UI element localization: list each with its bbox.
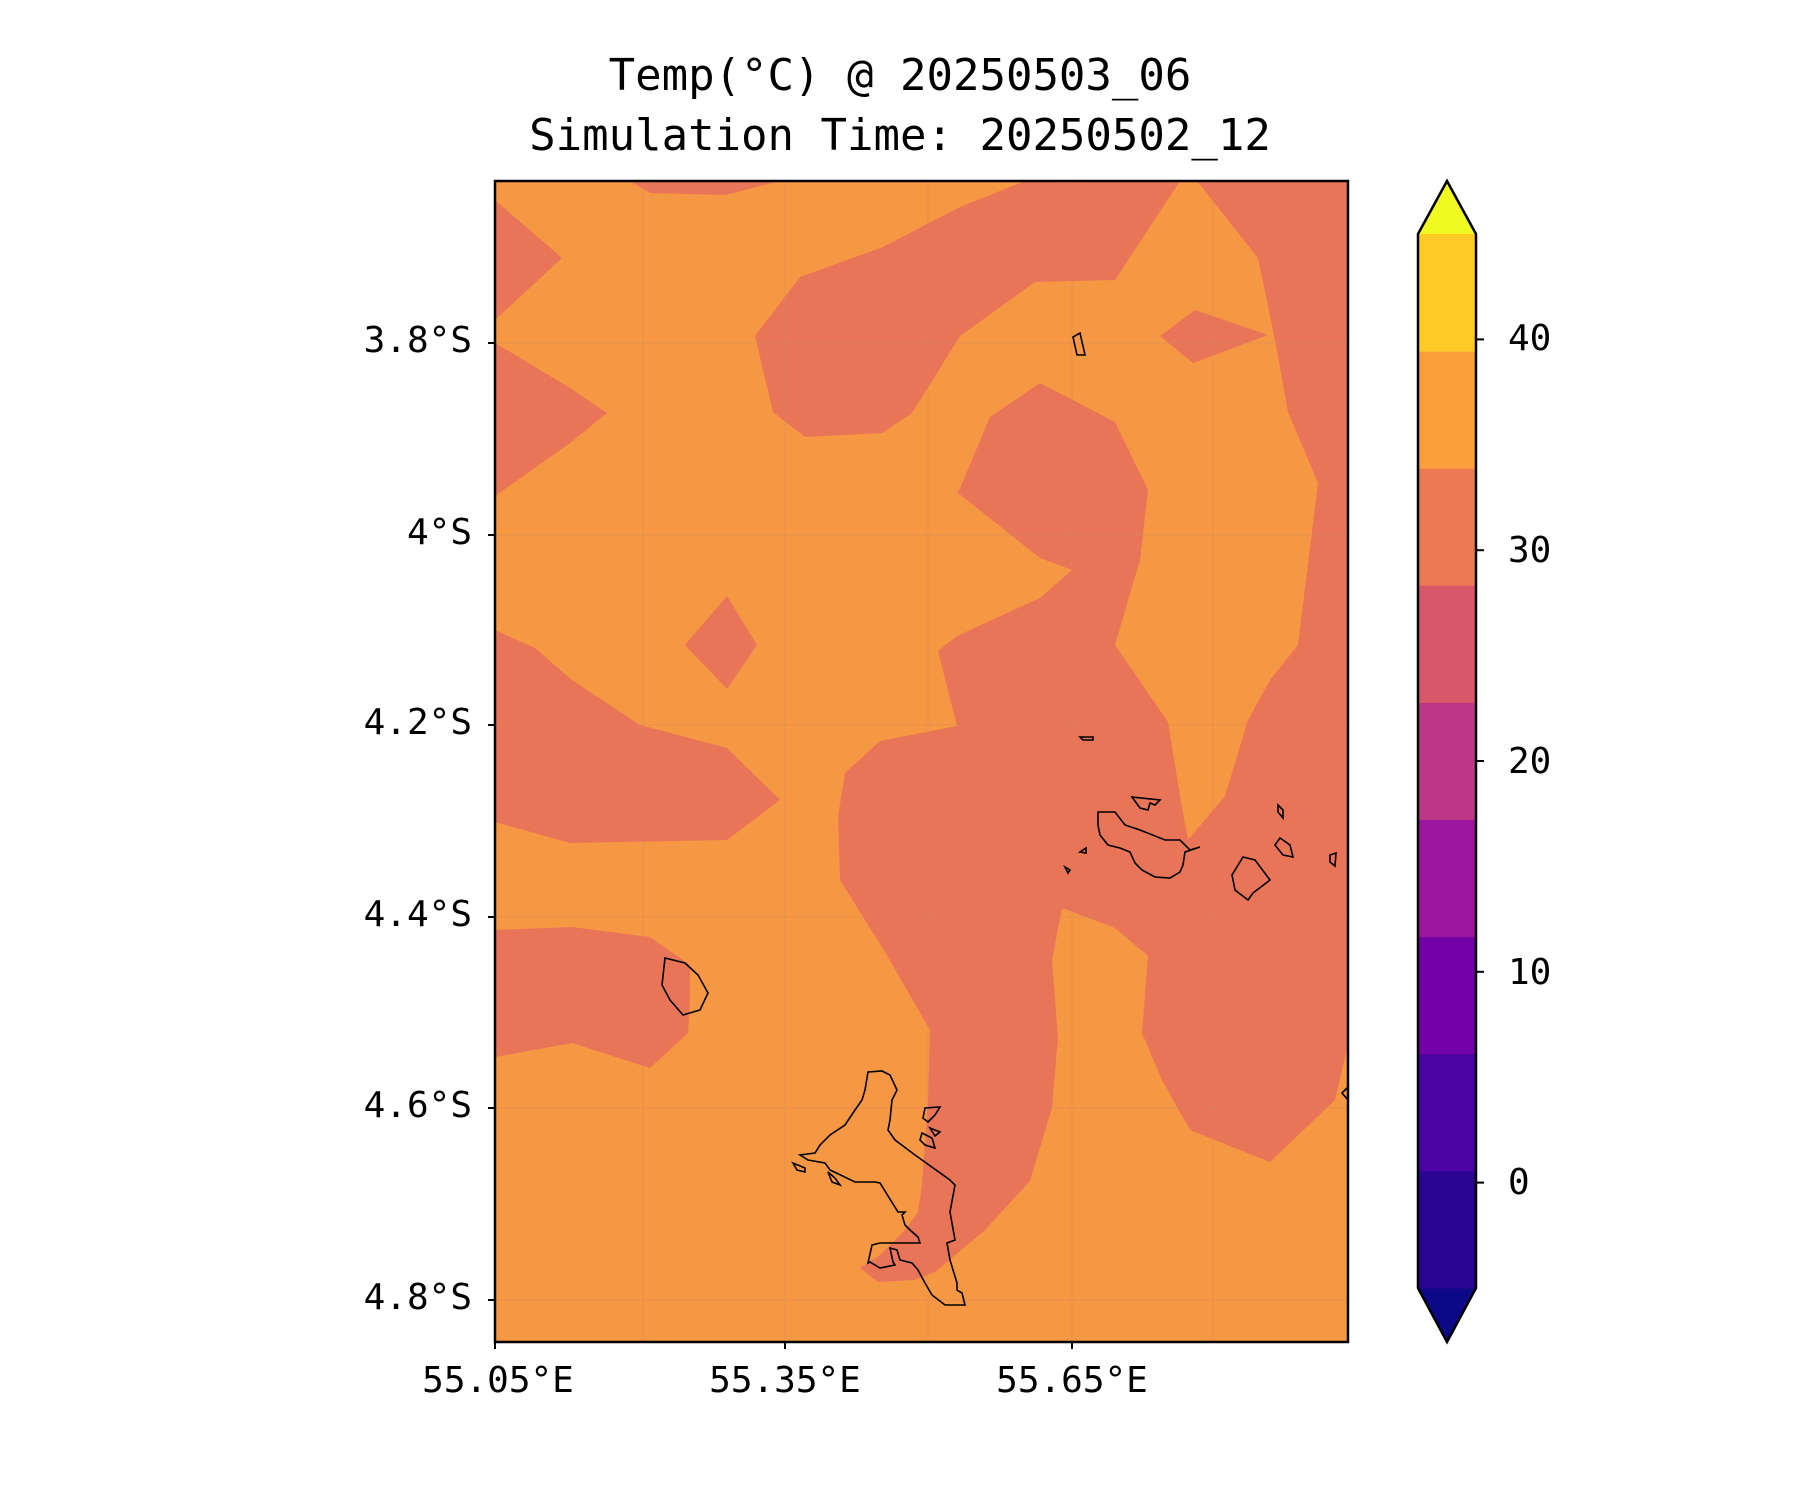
map-title-line2: Simulation Time: 20250502_12 (529, 110, 1271, 161)
contour-region-left-wedge (495, 343, 607, 496)
island-silhouette (661, 957, 709, 1016)
colorbar-band (1418, 1170, 1476, 1289)
contour-region-north-center (755, 181, 1180, 437)
map-title-line1: Temp(°C) @ 20250503_06 (608, 50, 1192, 101)
colorbar-outline (1416, 178, 1478, 1345)
contour-region-small-diamond-center (685, 596, 757, 689)
colorbar-band (1418, 351, 1476, 469)
colorbar-tick-label: 0 (1508, 1162, 1530, 1203)
colorbar-tick-label: 30 (1508, 530, 1552, 571)
colorbar-band (1418, 1053, 1476, 1172)
island-small-north (1072, 331, 1087, 356)
colorbar-tick-label: 10 (1508, 952, 1552, 993)
lon-tick-label: 55.65°E (996, 1360, 1148, 1401)
axis-ticks (488, 342, 1073, 1349)
map-frame (493, 179, 1350, 1344)
lat-tick-label: 4°S (406, 512, 472, 553)
colorbar-band (1418, 702, 1476, 821)
colorbar-extend-high (1418, 181, 1476, 234)
island-small-west-1 (791, 1161, 806, 1174)
lon-tick-label: 55.35°E (709, 1360, 861, 1401)
island-la-digue (1231, 856, 1272, 902)
island-curieuse (1130, 796, 1162, 811)
island-small-mid-2 (1063, 864, 1072, 875)
island-small-mid-1 (1077, 846, 1087, 854)
colorbar-band (1418, 936, 1476, 1055)
coastlines (661, 331, 1349, 1306)
island-small-ne-2 (1329, 851, 1337, 868)
contour-region-left-mid (495, 630, 780, 843)
island-mahe (797, 1070, 967, 1306)
island-small-mahe-2 (928, 1126, 942, 1138)
lat-tick-label: 4.2°S (363, 702, 472, 743)
island-edge-east (1340, 1086, 1349, 1101)
island-felicite (1273, 836, 1295, 859)
temperature-contours-25-30 (495, 181, 1348, 1282)
faint-gridlines (495, 181, 1348, 1342)
contour-region-east-band (838, 181, 1348, 1282)
map-panel (488, 179, 1350, 1349)
colorbar-tick-label: 40 (1508, 318, 1552, 359)
lat-tick-label: 4.6°S (363, 1085, 472, 1126)
colorbar-extend-low (1418, 1288, 1476, 1342)
island-small-west-2 (827, 1171, 843, 1187)
lat-tick-label: 4.8°S (363, 1277, 472, 1318)
island-small-mahe-1 (919, 1131, 937, 1150)
colorbar-band (1418, 819, 1476, 938)
island-small-ne-1 (1277, 803, 1284, 821)
contour-region-left-lower (495, 927, 690, 1068)
colorbar-band (1418, 234, 1476, 352)
colorbar (1416, 178, 1484, 1345)
lon-tick-label: 55.05°E (422, 1360, 574, 1401)
colorbar-band (1418, 468, 1476, 586)
colorbar-band (1418, 585, 1476, 703)
island-small-center (1078, 736, 1094, 741)
contour-region-top-left (495, 200, 562, 320)
island-ste-anne (922, 1106, 942, 1124)
contour-region-small-diamond-ne (1160, 310, 1268, 363)
lat-tick-label: 4.4°S (363, 894, 472, 935)
contour-region-top-center-left (630, 181, 780, 195)
island-praslin (1097, 811, 1201, 879)
colorbar-tick-label: 20 (1508, 741, 1552, 782)
lat-tick-label: 3.8°S (363, 320, 472, 361)
